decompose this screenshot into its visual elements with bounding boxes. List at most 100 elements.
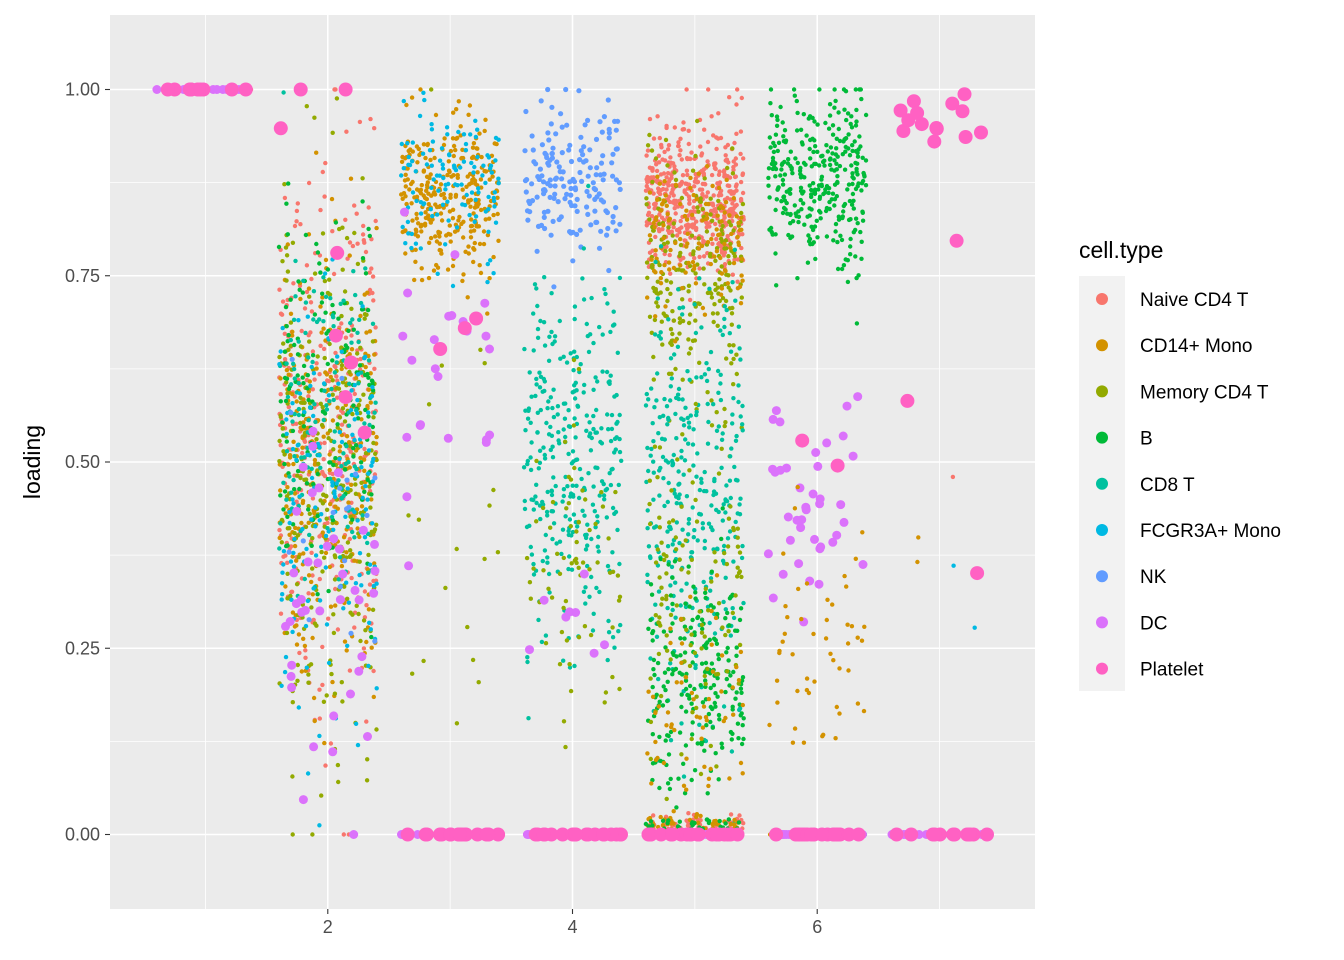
data-point [605,301,610,306]
data-point [542,225,548,232]
data-point [690,505,695,510]
data-point [613,489,618,495]
data-point [609,160,615,166]
data-point [562,416,568,421]
data-point [736,324,741,329]
data-point [309,309,315,314]
data-point [662,670,668,675]
data-point [824,617,829,623]
data-point [292,342,297,348]
data-point [297,607,307,617]
data-point [319,793,324,798]
data-point [679,588,684,593]
data-point [296,705,301,710]
data-point [668,398,673,403]
data-point [317,716,322,721]
data-point [722,316,727,322]
data-point [324,403,329,408]
data-point [689,701,694,706]
data-point [548,525,553,530]
data-point [684,787,689,792]
data-point [429,122,434,127]
data-point [835,266,841,272]
data-point [409,201,414,206]
data-point [774,283,779,288]
data-point [355,330,360,335]
data-point [696,246,702,251]
data-point [593,375,598,380]
data-point [286,372,291,377]
data-point [699,617,705,622]
data-point [339,349,344,354]
data-point [458,124,463,129]
data-point [337,415,343,420]
data-point [690,710,695,715]
data-point [783,604,788,609]
data-point [460,278,465,284]
data-point [561,487,567,492]
data-point [720,223,725,229]
data-point [283,398,289,404]
data-point [404,201,409,207]
data-point [372,366,377,371]
data-point [285,560,290,565]
data-point [709,218,715,223]
data-point [371,415,376,420]
data-point [281,341,286,346]
data-point [335,425,340,430]
data-point [799,140,805,145]
data-point [577,227,583,233]
data-point [542,343,548,348]
data-point [654,692,659,697]
data-point [548,447,553,453]
data-point [572,383,577,388]
data-point [664,593,669,599]
data-point [855,154,861,159]
data-point [727,343,732,348]
data-point [682,650,688,655]
data-point [311,289,317,294]
data-point [836,500,846,510]
data-point [664,278,669,283]
data-point [447,153,452,158]
data-point [360,513,365,518]
data-point [356,339,361,345]
data-point [612,118,618,124]
data-point [447,223,452,228]
data-point [352,391,357,397]
data-point [838,431,848,441]
data-point [818,210,823,215]
data-point [370,339,376,344]
data-point [723,174,728,179]
data-point [454,225,460,230]
data-point [327,452,332,457]
data-point [821,191,826,197]
data-point [798,127,804,132]
data-point [708,685,713,691]
data-point [340,380,346,385]
data-point [405,177,410,182]
data-point [278,611,284,616]
data-point [649,148,655,153]
data-point [691,216,696,221]
data-point [738,301,744,306]
data-point [647,478,652,483]
data-point [693,227,699,233]
data-point [717,169,722,174]
data-point [644,479,649,485]
data-point [701,254,707,259]
data-point [645,508,650,513]
data-point [285,391,290,396]
data-point [804,676,810,681]
data-point [790,740,796,745]
data-point [859,638,865,643]
data-point [791,87,797,92]
data-point [734,690,739,695]
data-point [280,259,285,264]
data-point [566,566,571,572]
data-point [355,416,361,421]
data-point [328,367,333,372]
data-point [605,225,611,232]
data-point [849,624,855,629]
data-point [666,143,672,148]
